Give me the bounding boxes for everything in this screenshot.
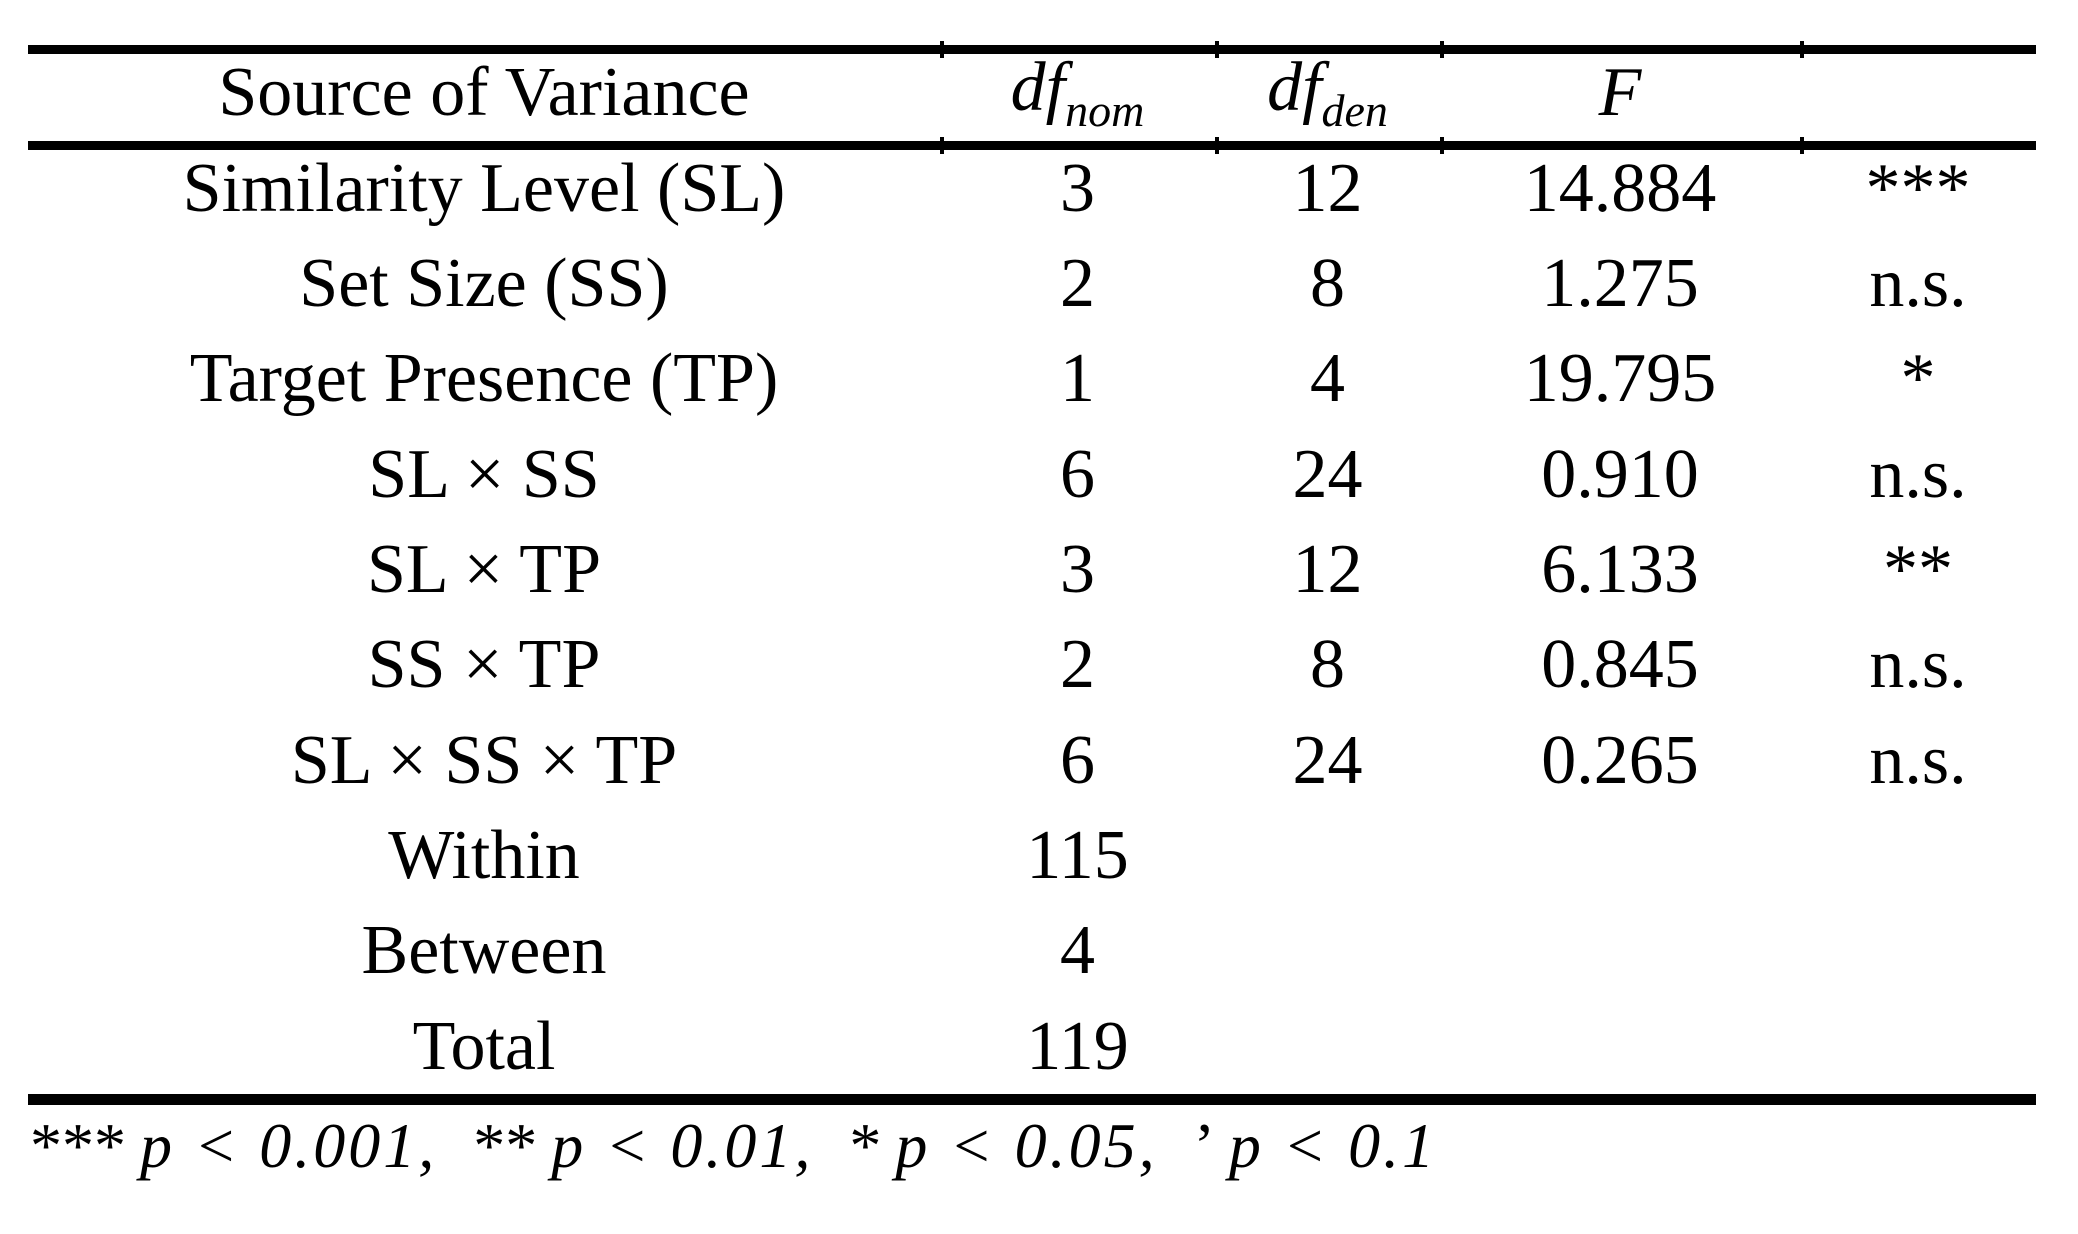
df-nom-subscript: nom [1065,84,1145,136]
cell-df-nom: 1 [1060,340,1095,418]
cell-significance: * [1900,340,1936,418]
table-row-sl-x-ss-x-tp: SL × SS × TP 6 24 0.265 n.s. [28,713,2036,808]
cell-f-value: 14.884 [1523,149,1717,227]
table-row-sl-x-tp: SL × TP 3 12 6.133 ** [28,522,2036,617]
cell-df-nom: 3 [1060,149,1095,227]
header-df-den: dfden [1215,45,1440,141]
cell-significance [1800,903,2036,998]
cell-f-value [1440,903,1800,998]
cell-df-den: 24 [1292,435,1363,513]
footnote-text-p-1: p < 0.1 [1228,1110,1438,1181]
cell-source: Between [361,912,607,990]
cell-source: Within [388,816,580,894]
cell-significance [1800,808,2036,903]
cell-df-den: 12 [1292,149,1363,227]
cell-significance: *** [1865,149,1971,227]
header-source-of-variance: Source of Variance [218,54,750,132]
column-boundary-tick [1440,41,1444,58]
cell-source: Target Presence (TP) [189,340,779,418]
cell-f-value [1440,808,1800,903]
cell-source: SS × TP [367,626,601,704]
cell-source: Set Size (SS) [299,245,669,323]
cell-source: SL × TP [367,531,601,609]
cell-df-den [1215,903,1440,998]
column-boundary-tick [1800,137,1804,154]
cell-significance: ** [1883,531,1953,609]
table-header-row: Source of Variance dfnom dfden F [28,45,2036,141]
cell-f-value: 6.133 [1541,531,1699,609]
column-boundary-tick [940,41,944,58]
df-den-base: df [1267,48,1322,126]
cell-source: SL × SS [368,435,600,513]
table-top-rule [28,41,2036,58]
table-row-ss-x-tp: SS × TP 2 8 0.845 n.s. [28,617,2036,712]
footnote-marker-one-star: * [849,1110,882,1181]
cell-f-value: 1.275 [1541,245,1699,323]
cell-f-value: 0.910 [1541,435,1699,513]
table-row-within: Within 115 [28,808,2036,903]
anova-table: Source of Variance dfnom dfden F Similar… [28,45,2036,1094]
cell-df-den [1215,999,1440,1094]
cell-df-nom: 4 [1060,912,1095,990]
df-den-subscript: den [1321,84,1388,136]
cell-f-value: 0.265 [1541,721,1699,799]
footnote-text-p-01: p < 0.01, [551,1110,814,1181]
footnote-marker-three-stars: *** [30,1110,126,1181]
cell-significance: n.s. [1869,245,1967,323]
footnote-text-p-001: p < 0.001, [140,1110,438,1181]
cell-df-den: 8 [1310,626,1345,704]
cell-significance: n.s. [1869,721,1967,799]
table-row-sl-x-ss: SL × SS 6 24 0.910 n.s. [28,427,2036,522]
cell-f-value: 19.795 [1523,340,1717,418]
cell-significance [1800,999,2036,1094]
cell-f-value: 0.845 [1541,626,1699,704]
footnote-text-p-05: p < 0.05, [895,1110,1158,1181]
cell-source: Similarity Level (SL) [182,149,786,227]
table-row-set-size: Set Size (SS) 2 8 1.275 n.s. [28,236,2036,331]
footnote-marker-apostrophe: ’ [1193,1110,1215,1181]
cell-df-nom: 119 [1026,1007,1129,1085]
cell-significance: n.s. [1869,435,1967,513]
header-f-statistic: F [1440,45,1800,141]
column-boundary-tick [940,137,944,154]
cell-df-den: 12 [1292,531,1363,609]
column-boundary-tick [1215,137,1219,154]
cell-df-nom: 6 [1060,435,1095,513]
header-significance [1800,45,2036,141]
cell-df-den: 8 [1310,245,1345,323]
table-bottom-rule [28,1094,2036,1105]
column-boundary-tick [1440,137,1444,154]
cell-df-nom: 2 [1060,245,1095,323]
column-boundary-tick [1215,41,1219,58]
cell-source: SL × SS × TP [290,721,678,799]
cell-df-den: 4 [1310,340,1345,418]
footnote-marker-two-stars: ** [473,1110,538,1181]
significance-footnote: *** p < 0.001, ** p < 0.01, * p < 0.05, ’ p < 0… [30,1108,1437,1185]
table-row-target-presence: Target Presence (TP) 1 4 19.795 * [28,332,2036,427]
cell-df-den: 24 [1292,721,1363,799]
table-row-between: Between 4 [28,903,2036,998]
table-row-similarity-level: Similarity Level (SL) 3 12 14.884 *** [28,141,2036,236]
f-label: F [1598,54,1642,132]
cell-df-den [1215,808,1440,903]
cell-df-nom: 6 [1060,721,1095,799]
table-header-separator-rule [28,137,2036,154]
cell-df-nom: 2 [1060,626,1095,704]
df-nom-base: df [1010,48,1066,126]
header-df-nom: dfnom [940,45,1215,141]
column-boundary-tick [1800,41,1804,58]
cell-significance: n.s. [1869,626,1967,704]
cell-df-nom: 115 [1026,816,1129,894]
cell-f-value [1440,999,1800,1094]
cell-df-nom: 3 [1060,531,1095,609]
table-row-total: Total 119 [28,999,2036,1094]
cell-source: Total [412,1007,556,1085]
